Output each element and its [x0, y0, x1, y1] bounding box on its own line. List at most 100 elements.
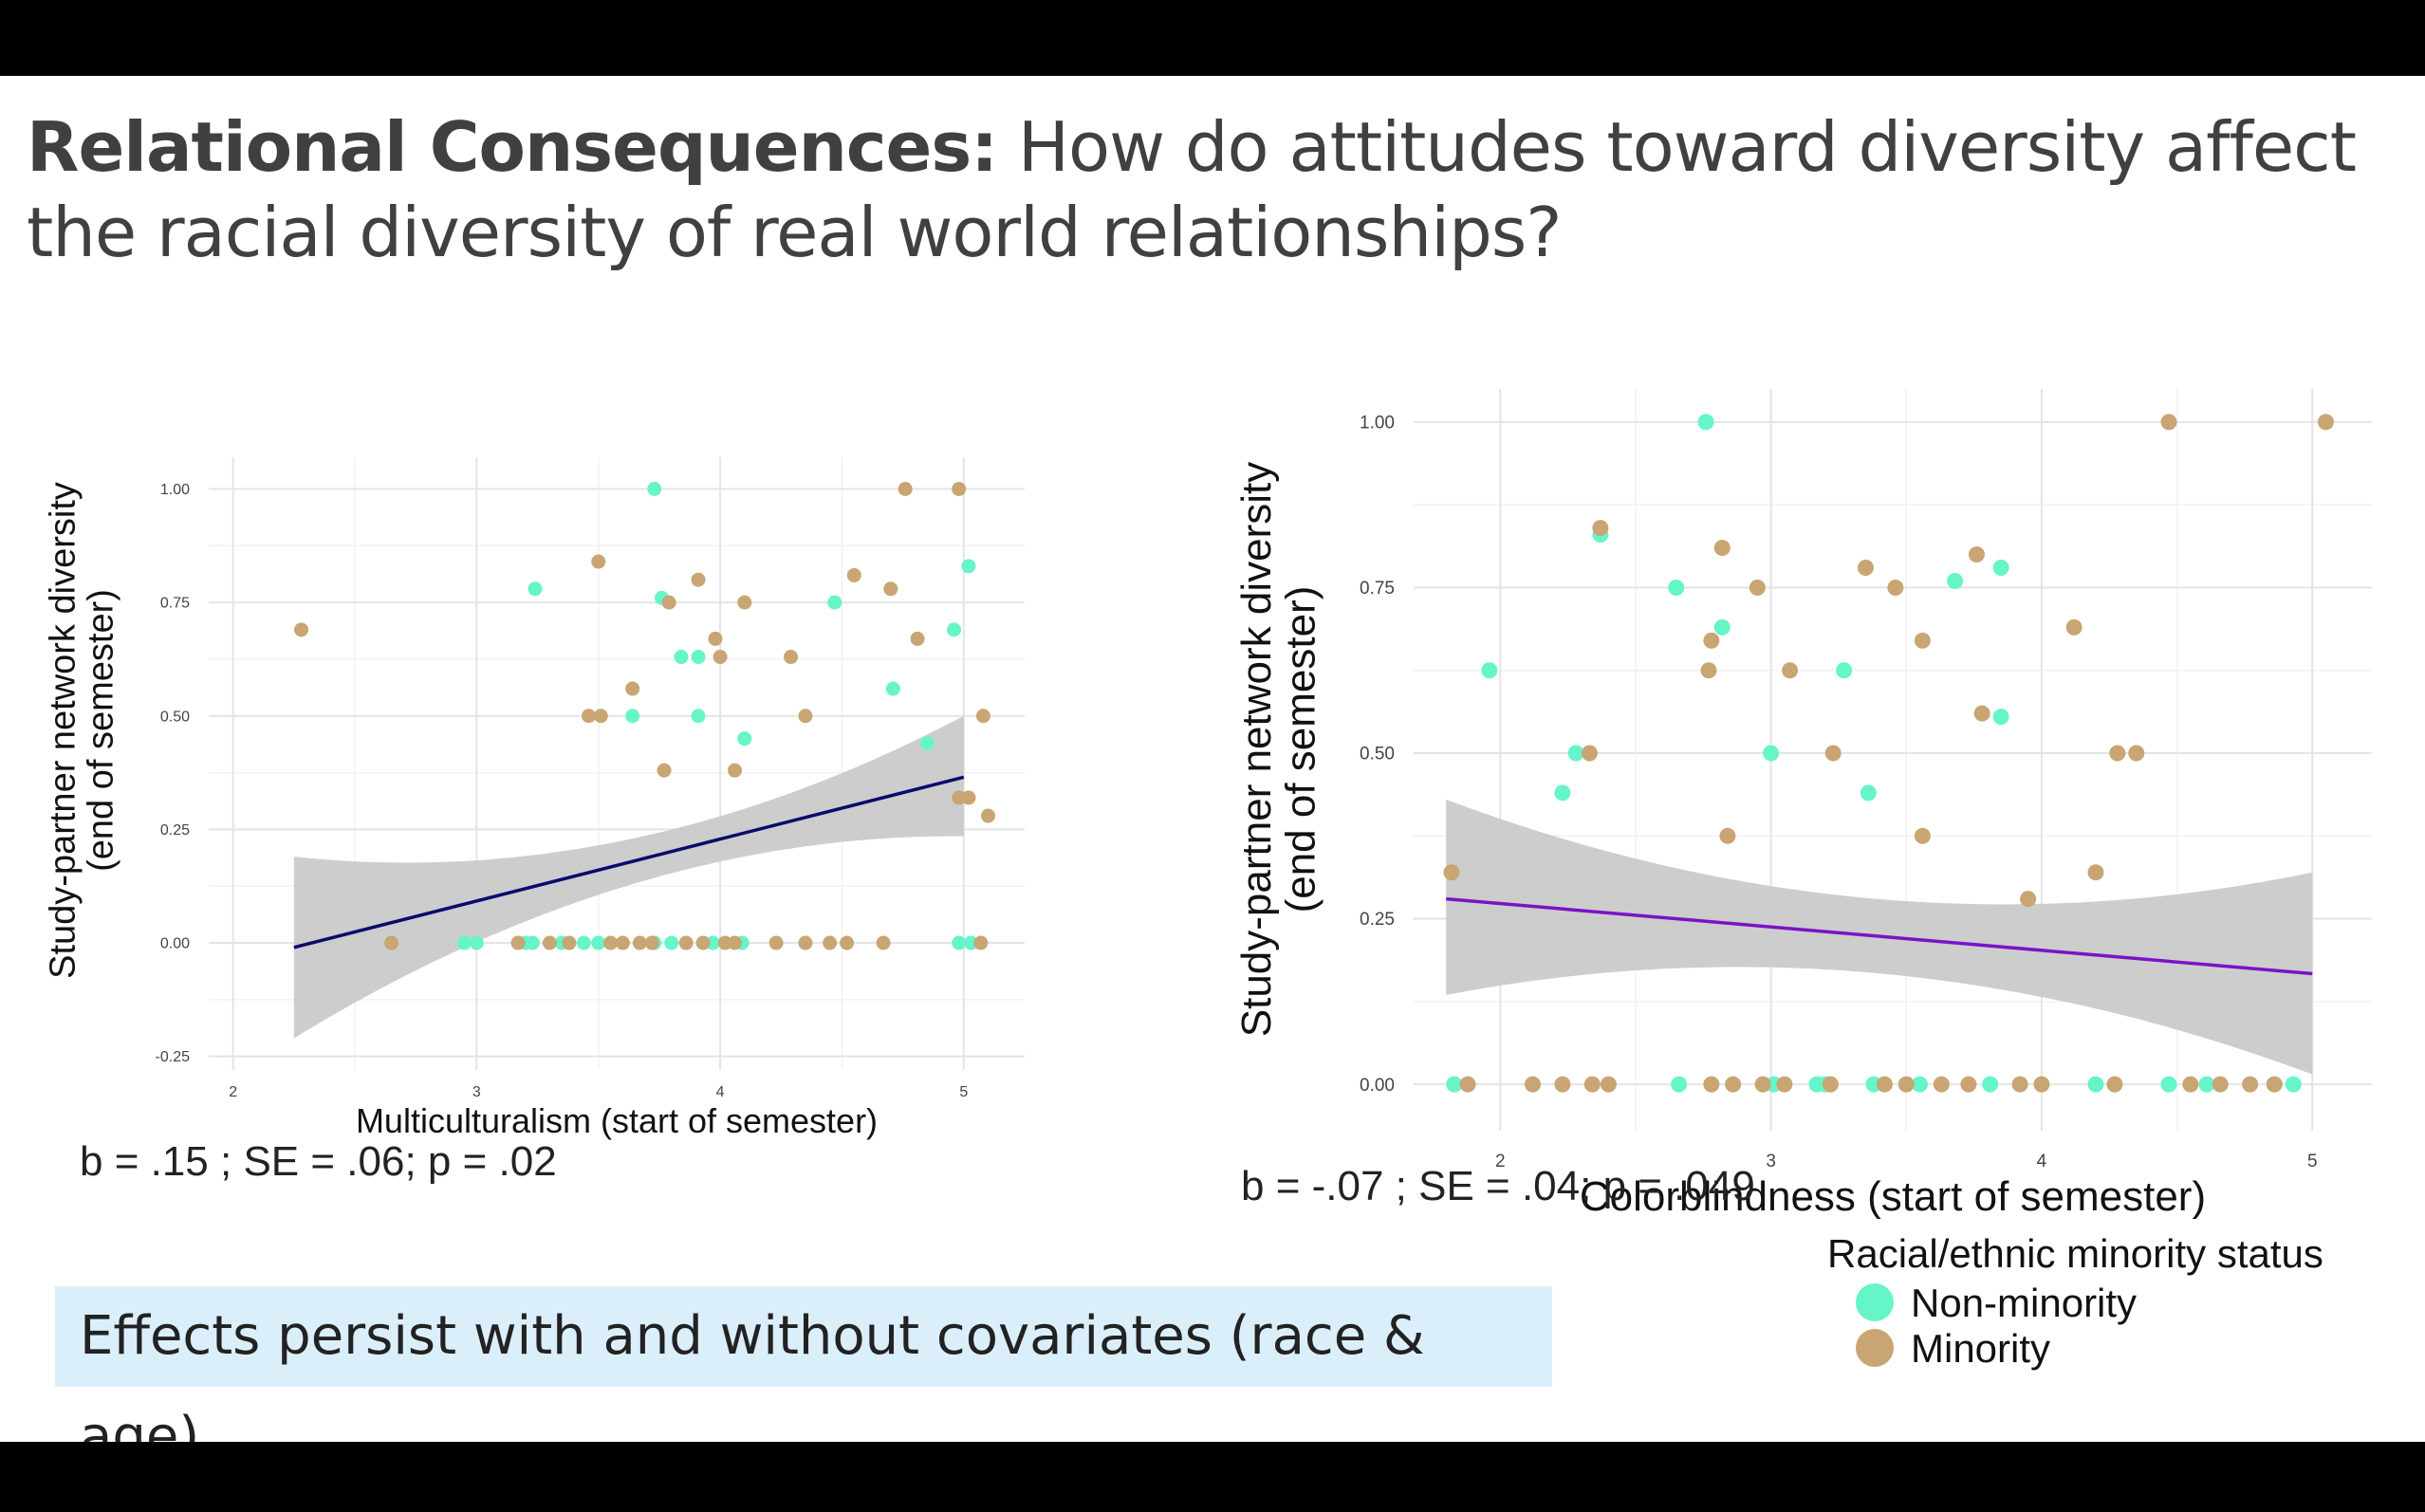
data-point-minority	[846, 567, 861, 582]
data-point-non-minority	[457, 935, 472, 950]
data-point-minority	[1703, 1076, 1720, 1093]
data-point-minority	[2020, 891, 2037, 908]
data-point-minority	[1600, 1076, 1617, 1093]
data-point-non-minority	[947, 622, 962, 637]
y-tick-label: 0.00	[160, 936, 190, 952]
data-point-minority	[1581, 745, 1598, 762]
data-point-minority	[1703, 632, 1720, 649]
data-point-minority	[2212, 1076, 2229, 1093]
data-point-minority	[1719, 827, 1736, 844]
data-point-non-minority	[827, 595, 842, 610]
data-point-minority	[603, 935, 619, 950]
data-point-minority	[2106, 1076, 2123, 1093]
data-point-non-minority	[591, 935, 606, 950]
data-point-non-minority	[1481, 662, 1498, 679]
covariates-note: Effects persist with and without covaria…	[55, 1286, 1552, 1442]
data-point-minority	[510, 935, 526, 950]
data-point-minority	[876, 935, 891, 950]
data-point-non-minority	[664, 935, 679, 950]
data-point-non-minority	[1713, 618, 1731, 636]
y-axis-label-line: (end of semester)	[81, 589, 120, 872]
data-point-non-minority	[1763, 745, 1780, 762]
data-point-minority	[1933, 1076, 1950, 1093]
x-tick-label: 5	[959, 1084, 968, 1100]
data-point-minority	[2160, 414, 2177, 431]
data-point-non-minority	[525, 935, 540, 950]
data-point-minority	[1700, 662, 1717, 679]
data-point-minority	[1887, 579, 1904, 596]
data-point-minority	[2182, 1076, 2199, 1093]
data-point-minority	[691, 572, 706, 587]
data-point-non-minority	[961, 559, 976, 574]
stats-colorblindness: b = -.07 ; SE = .04; p = .049	[1241, 1163, 1755, 1209]
data-point-minority	[1725, 1076, 1742, 1093]
data-point-minority	[975, 709, 990, 724]
data-point-minority	[1973, 705, 1990, 722]
data-point-non-minority	[1912, 1076, 1929, 1093]
data-point-minority	[1554, 1076, 1571, 1093]
legend-item-minority: Minority	[1856, 1326, 2050, 1372]
y-axis-label-line: Study-partner network diversity	[1233, 462, 1280, 1037]
data-point-non-minority	[1671, 1076, 1688, 1093]
data-point-minority	[823, 935, 838, 950]
data-point-minority	[798, 709, 813, 724]
data-point-minority	[737, 595, 752, 610]
data-point-minority	[2242, 1076, 2259, 1093]
data-point-minority	[1776, 1076, 1793, 1093]
data-point-non-minority	[1697, 414, 1714, 431]
data-point-minority	[717, 935, 732, 950]
data-point-non-minority	[1992, 560, 2009, 577]
y-axis-label: Study-partner network diversity(end of s…	[43, 482, 120, 979]
data-point-minority	[840, 935, 855, 950]
data-point-minority	[728, 763, 743, 778]
data-point-minority	[593, 709, 608, 724]
y-tick-label: 0.25	[160, 822, 190, 839]
data-point-non-minority	[691, 650, 706, 665]
data-point-minority	[2109, 745, 2126, 762]
data-point-minority	[2033, 1076, 2050, 1093]
data-point-minority	[1857, 560, 1874, 577]
data-point-non-minority	[469, 935, 484, 950]
data-point-minority	[591, 554, 606, 569]
data-point-non-minority	[952, 935, 967, 950]
data-point-minority	[973, 935, 989, 950]
x-tick-label: 5	[2307, 1152, 2318, 1171]
data-point-minority	[883, 581, 898, 597]
data-point-non-minority	[919, 735, 935, 750]
chart-multiculturalism: -0.25 0.00 0.25 0.50 0.75 1.00 2 3 4 5 Multicultur…	[43, 457, 1025, 1140]
data-point-minority	[615, 935, 630, 950]
data-point-minority	[294, 622, 309, 637]
data-point-minority	[384, 935, 399, 950]
data-point-minority	[961, 790, 976, 805]
data-point-non-minority	[625, 709, 640, 724]
data-point-non-minority	[2087, 1076, 2104, 1093]
data-point-minority	[952, 481, 967, 496]
y-tick-label: 0.75	[1360, 579, 1395, 599]
data-point-minority	[910, 631, 925, 646]
data-point-minority	[784, 650, 799, 665]
data-point-minority	[1968, 546, 1985, 563]
data-point-non-minority	[737, 731, 752, 747]
legend-swatch-non-minority	[1856, 1282, 1894, 1321]
data-point-non-minority	[964, 935, 979, 950]
data-point-minority	[713, 650, 728, 665]
data-point-minority	[562, 935, 577, 950]
data-point-minority	[1443, 864, 1460, 881]
data-point-minority	[798, 935, 813, 950]
data-point-minority	[2011, 1076, 2028, 1093]
y-axis-label: Study-partner network diversity(end of s…	[1233, 462, 1324, 1037]
slide-title: Relational Consequences: How do attitude…	[27, 104, 2408, 275]
slide: Relational Consequences: How do attitude…	[0, 76, 2425, 1442]
y-tick-label: 0.50	[1360, 745, 1395, 765]
regression-line	[1446, 896, 2313, 976]
data-point-non-minority	[2285, 1076, 2302, 1093]
legend-swatch-minority	[1856, 1328, 1894, 1367]
data-point-minority	[581, 709, 596, 724]
x-tick-label: 2	[1495, 1152, 1506, 1171]
data-point-minority	[2317, 414, 2334, 431]
data-point-minority	[657, 763, 672, 778]
data-point-non-minority	[1860, 784, 1877, 802]
data-point-minority	[1583, 1076, 1601, 1093]
y-tick-label: 1.00	[1360, 414, 1395, 433]
data-point-non-minority	[1836, 662, 1853, 679]
